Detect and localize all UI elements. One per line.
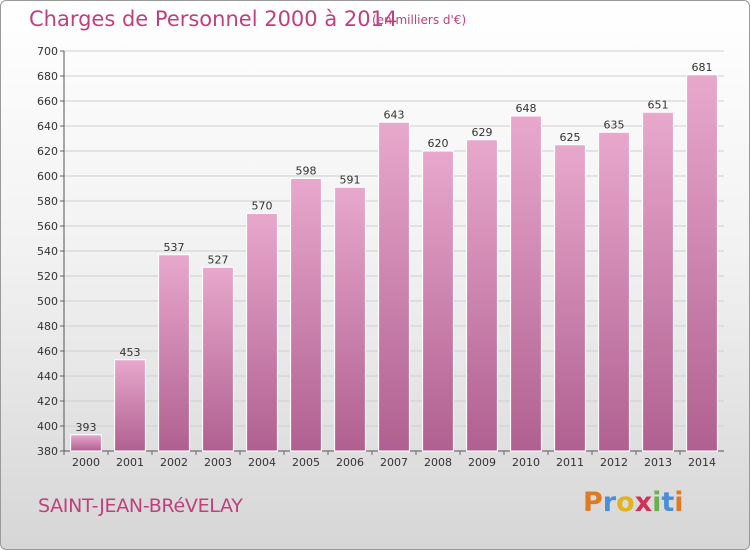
logo-letter: x [634, 487, 653, 518]
x-tick-label: 2003 [204, 456, 232, 469]
y-tick-label: 560 [37, 220, 58, 233]
logo-letter: i [652, 487, 662, 518]
bar-value-label: 570 [252, 200, 273, 213]
bar [378, 121, 410, 452]
bar-value-label: 625 [560, 131, 581, 144]
bar [642, 111, 674, 452]
proxiti-logo: Proxiti [583, 487, 684, 518]
value-labels: 393 453 537 527 570 598 591 643 620 629 648 625 635 6… [76, 61, 713, 434]
x-tick-label: 2014 [688, 456, 716, 469]
y-tick-label: 540 [37, 245, 58, 258]
bar-value-label: 620 [428, 137, 449, 150]
bar [246, 213, 278, 452]
x-tick-label: 2011 [556, 456, 584, 469]
y-tick-label: 620 [37, 145, 58, 158]
x-tick-label: 2000 [72, 456, 100, 469]
x-tick-labels: 2000 2001 2002 2003 2004 2005 2006 2007 2008 2009… [63, 451, 716, 469]
bar-value-label: 453 [120, 346, 141, 359]
bar-value-label: 537 [164, 241, 185, 254]
y-tick-label: 600 [37, 170, 58, 183]
bar [158, 254, 190, 452]
bars [70, 74, 718, 452]
bar [686, 74, 718, 452]
logo-letter: t [661, 487, 675, 518]
x-tick-label: 2001 [116, 456, 144, 469]
x-tick-label: 2002 [160, 456, 188, 469]
x-tick-label: 2005 [292, 456, 320, 469]
bar [422, 150, 454, 452]
bar [598, 131, 630, 452]
bar [290, 178, 322, 452]
logo-letter: r [602, 487, 617, 518]
bar-value-label: 635 [604, 118, 625, 131]
bar-value-label: 648 [516, 102, 537, 115]
bar-value-label: 643 [384, 108, 405, 121]
y-tick-label: 400 [37, 420, 58, 433]
logo-letter: i [674, 487, 684, 518]
x-tick-label: 2006 [336, 456, 364, 469]
bar [466, 139, 498, 452]
y-tick-label: 680 [37, 70, 58, 83]
bar [202, 266, 234, 452]
x-tick-label: 2004 [248, 456, 276, 469]
y-tick-label: 640 [37, 120, 58, 133]
y-tick-label: 520 [37, 270, 58, 283]
x-tick-label: 2012 [600, 456, 628, 469]
bar [510, 115, 542, 452]
bar-value-label: 591 [340, 173, 361, 186]
y-tick-label: 500 [37, 295, 58, 308]
bar-value-label: 651 [648, 98, 669, 111]
y-tick-labels: 380 400 420 440 460 480 500 520 540 560 580 600 620 6… [37, 45, 58, 458]
y-tick-label: 440 [37, 370, 58, 383]
y-tick-label: 420 [37, 395, 58, 408]
bar-value-label: 629 [472, 126, 493, 139]
commune-name: SAINT-JEAN-BRéVELAY [38, 495, 243, 517]
bar [70, 434, 102, 452]
y-tick-label: 380 [37, 445, 58, 458]
chart-subtitle: (en milliers d'€) [372, 13, 467, 27]
bar [554, 144, 586, 452]
x-tick-label: 2009 [468, 456, 496, 469]
bar-value-label: 598 [296, 165, 317, 178]
y-tick-label: 480 [37, 320, 58, 333]
x-tick-label: 2007 [380, 456, 408, 469]
x-tick-label: 2013 [644, 456, 672, 469]
chart-title: Charges de Personnel 2000 à 2014 [29, 7, 398, 31]
bar-value-label: 393 [76, 421, 97, 434]
x-tick-label: 2008 [424, 456, 452, 469]
y-tick-label: 700 [37, 45, 58, 58]
bar-value-label: 681 [692, 61, 713, 74]
y-tick-label: 460 [37, 345, 58, 358]
bar [114, 359, 146, 452]
logo-letter: o [616, 487, 635, 518]
x-tick-label: 2010 [512, 456, 540, 469]
y-tick-label: 660 [37, 95, 58, 108]
bar [334, 186, 366, 452]
y-tick-label: 580 [37, 195, 58, 208]
logo-letter: P [583, 487, 603, 518]
bar-value-label: 527 [208, 253, 229, 266]
